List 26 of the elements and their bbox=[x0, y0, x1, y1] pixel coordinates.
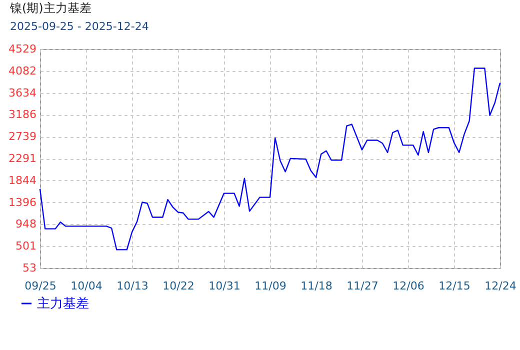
chart-subtitle: 2025-09-25 - 2025-12-24 bbox=[10, 20, 149, 33]
x-tick-label: 10/13 bbox=[116, 280, 148, 292]
y-tick-label: 501 bbox=[16, 240, 36, 253]
y-tick-label: 4529 bbox=[8, 42, 36, 56]
x-tick-label: 12/15 bbox=[438, 280, 470, 292]
y-tick-label: 2291 bbox=[8, 152, 36, 165]
y-tick-label: 3634 bbox=[8, 86, 36, 100]
x-tick-label: 10/31 bbox=[208, 280, 240, 292]
x-tick-label: 10/04 bbox=[70, 280, 102, 292]
x-tick-label: 12/06 bbox=[392, 280, 424, 292]
x-tick-label: 11/09 bbox=[254, 280, 286, 292]
line-series bbox=[39, 68, 501, 250]
y-tick-label: 2739 bbox=[8, 130, 36, 144]
y-tick-label: 948 bbox=[16, 218, 36, 231]
x-tick-label: 11/18 bbox=[300, 280, 332, 292]
x-tick-label: 09/25 bbox=[24, 280, 56, 292]
x-tick-label: 12/24 bbox=[484, 280, 516, 292]
legend-label: 主力基差 bbox=[37, 296, 89, 312]
x-tick-label: 11/27 bbox=[346, 280, 378, 292]
y-tick-label: 3186 bbox=[8, 108, 36, 122]
y-tick-label: 1844 bbox=[8, 174, 36, 187]
chart-title: 镍(期)主力基差 bbox=[9, 1, 92, 15]
x-tick-label: 10/22 bbox=[162, 280, 194, 292]
y-tick-label: 4082 bbox=[8, 64, 36, 78]
y-tick-label: 53 bbox=[22, 262, 36, 274]
y-tick-label: 1396 bbox=[8, 196, 36, 209]
